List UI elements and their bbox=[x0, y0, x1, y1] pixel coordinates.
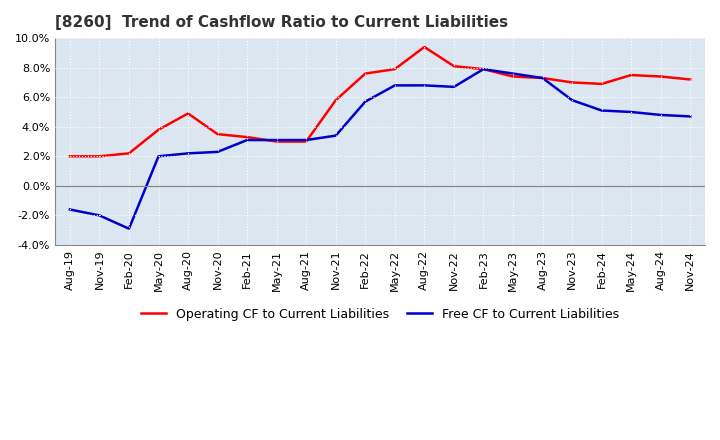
Line: Free CF to Current Liabilities: Free CF to Current Liabilities bbox=[70, 69, 690, 229]
Operating CF to Current Liabilities bbox=[154, 127, 163, 132]
Free CF to Current Liabilities bbox=[213, 149, 222, 154]
Operating CF to Current Liabilities bbox=[479, 66, 487, 72]
Line: Operating CF to Current Liabilities: Operating CF to Current Liabilities bbox=[70, 47, 690, 156]
Operating CF to Current Liabilities bbox=[657, 74, 665, 79]
Operating CF to Current Liabilities bbox=[361, 71, 369, 76]
Operating CF to Current Liabilities bbox=[213, 132, 222, 137]
Free CF to Current Liabilities bbox=[95, 213, 104, 218]
Operating CF to Current Liabilities bbox=[95, 154, 104, 159]
Free CF to Current Liabilities bbox=[420, 83, 428, 88]
Operating CF to Current Liabilities bbox=[420, 44, 428, 50]
Operating CF to Current Liabilities bbox=[272, 139, 281, 144]
Free CF to Current Liabilities bbox=[539, 75, 547, 81]
Free CF to Current Liabilities bbox=[598, 108, 606, 113]
Operating CF to Current Liabilities bbox=[449, 63, 458, 69]
Free CF to Current Liabilities bbox=[627, 110, 636, 115]
Operating CF to Current Liabilities bbox=[243, 135, 251, 140]
Operating CF to Current Liabilities bbox=[627, 73, 636, 78]
Free CF to Current Liabilities bbox=[243, 137, 251, 143]
Free CF to Current Liabilities bbox=[184, 151, 192, 156]
Free CF to Current Liabilities bbox=[272, 137, 281, 143]
Operating CF to Current Liabilities bbox=[686, 77, 695, 82]
Free CF to Current Liabilities bbox=[479, 66, 487, 72]
Free CF to Current Liabilities bbox=[125, 226, 133, 231]
Free CF to Current Liabilities bbox=[302, 137, 310, 143]
Operating CF to Current Liabilities bbox=[390, 66, 399, 72]
Operating CF to Current Liabilities bbox=[125, 151, 133, 156]
Operating CF to Current Liabilities bbox=[184, 111, 192, 116]
Free CF to Current Liabilities bbox=[568, 98, 577, 103]
Free CF to Current Liabilities bbox=[449, 84, 458, 89]
Free CF to Current Liabilities bbox=[508, 71, 517, 76]
Free CF to Current Liabilities bbox=[66, 207, 74, 212]
Free CF to Current Liabilities bbox=[390, 83, 399, 88]
Operating CF to Current Liabilities bbox=[302, 139, 310, 144]
Operating CF to Current Liabilities bbox=[331, 98, 340, 103]
Operating CF to Current Liabilities bbox=[539, 75, 547, 81]
Text: [8260]  Trend of Cashflow Ratio to Current Liabilities: [8260] Trend of Cashflow Ratio to Curren… bbox=[55, 15, 508, 30]
Free CF to Current Liabilities bbox=[686, 114, 695, 119]
Operating CF to Current Liabilities bbox=[568, 80, 577, 85]
Operating CF to Current Liabilities bbox=[508, 74, 517, 79]
Operating CF to Current Liabilities bbox=[66, 154, 74, 159]
Legend: Operating CF to Current Liabilities, Free CF to Current Liabilities: Operating CF to Current Liabilities, Fre… bbox=[135, 303, 624, 326]
Free CF to Current Liabilities bbox=[154, 154, 163, 159]
Free CF to Current Liabilities bbox=[657, 112, 665, 117]
Operating CF to Current Liabilities bbox=[598, 81, 606, 87]
Free CF to Current Liabilities bbox=[331, 133, 340, 138]
Free CF to Current Liabilities bbox=[361, 99, 369, 104]
